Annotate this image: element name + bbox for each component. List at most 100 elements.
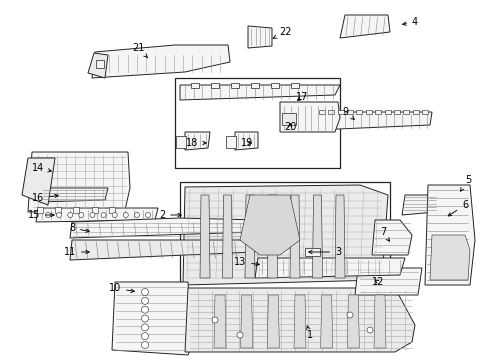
Bar [282,113,295,125]
Text: 14: 14 [32,163,51,173]
Bar [210,83,219,88]
Polygon shape [200,195,209,278]
Circle shape [145,212,150,217]
Polygon shape [70,218,258,238]
Bar [96,60,104,68]
Text: 15: 15 [28,210,54,220]
Polygon shape [176,136,185,148]
Polygon shape [334,195,345,278]
Bar [305,248,319,256]
Polygon shape [184,132,209,150]
Circle shape [141,342,148,348]
Polygon shape [339,15,389,38]
Text: 5: 5 [460,175,470,191]
Polygon shape [429,235,469,280]
Bar [180,182,389,290]
Polygon shape [184,288,414,352]
Bar [374,110,381,114]
Bar [230,83,239,88]
Bar [270,83,279,88]
Circle shape [112,212,117,217]
Polygon shape [70,240,260,260]
Polygon shape [240,295,252,348]
Polygon shape [320,295,332,348]
Bar [393,110,399,114]
Bar [337,110,343,114]
Polygon shape [88,53,108,78]
Circle shape [141,324,148,331]
Text: 19: 19 [241,138,253,148]
Polygon shape [214,295,225,348]
Circle shape [141,297,148,304]
Polygon shape [92,45,229,78]
Polygon shape [222,195,232,278]
Bar [290,83,298,88]
Polygon shape [373,295,385,348]
Polygon shape [183,185,387,285]
Bar [318,110,325,114]
Circle shape [141,315,148,322]
Bar [403,110,408,114]
Circle shape [212,317,218,323]
Text: 8: 8 [69,223,89,233]
Polygon shape [346,295,359,348]
Bar [55,207,61,213]
Bar [191,83,199,88]
Bar [175,78,339,168]
Text: 9: 9 [341,107,353,120]
Polygon shape [371,220,411,255]
Text: 13: 13 [233,257,259,267]
Text: 12: 12 [371,277,384,287]
Bar [73,207,79,213]
Polygon shape [244,195,254,278]
Circle shape [67,212,73,217]
Circle shape [237,332,243,338]
Polygon shape [225,136,236,148]
Polygon shape [36,208,158,222]
Polygon shape [267,295,279,348]
Bar [384,110,390,114]
Circle shape [57,212,61,217]
Text: 16: 16 [32,193,58,203]
Text: 17: 17 [295,92,307,102]
Polygon shape [247,26,271,48]
Polygon shape [180,85,339,100]
Polygon shape [293,295,305,348]
Text: 2: 2 [159,210,181,220]
Bar [250,83,259,88]
Polygon shape [254,258,404,278]
Text: 22: 22 [273,27,291,38]
Bar [92,207,98,213]
Text: 3: 3 [308,247,340,257]
Text: 10: 10 [109,283,134,293]
Polygon shape [401,195,437,215]
Bar [365,110,371,114]
Text: 4: 4 [402,17,417,27]
Circle shape [90,212,95,217]
Text: 20: 20 [283,122,296,132]
Bar [328,110,334,114]
Bar [421,110,427,114]
Bar [109,207,115,213]
Polygon shape [280,102,339,132]
Polygon shape [28,152,130,212]
Text: 7: 7 [379,227,388,241]
Circle shape [101,212,106,217]
Polygon shape [112,282,192,355]
Polygon shape [40,188,108,202]
Circle shape [141,333,148,340]
Circle shape [346,312,352,318]
Polygon shape [289,195,299,278]
Text: 1: 1 [306,326,312,340]
Circle shape [123,212,128,217]
Bar [412,110,418,114]
Circle shape [141,288,148,296]
Polygon shape [240,195,299,255]
Bar [356,110,362,114]
Text: 18: 18 [185,138,206,148]
Circle shape [79,212,83,217]
Polygon shape [424,185,474,285]
Bar [37,207,43,213]
Polygon shape [354,268,421,295]
Bar [346,110,352,114]
